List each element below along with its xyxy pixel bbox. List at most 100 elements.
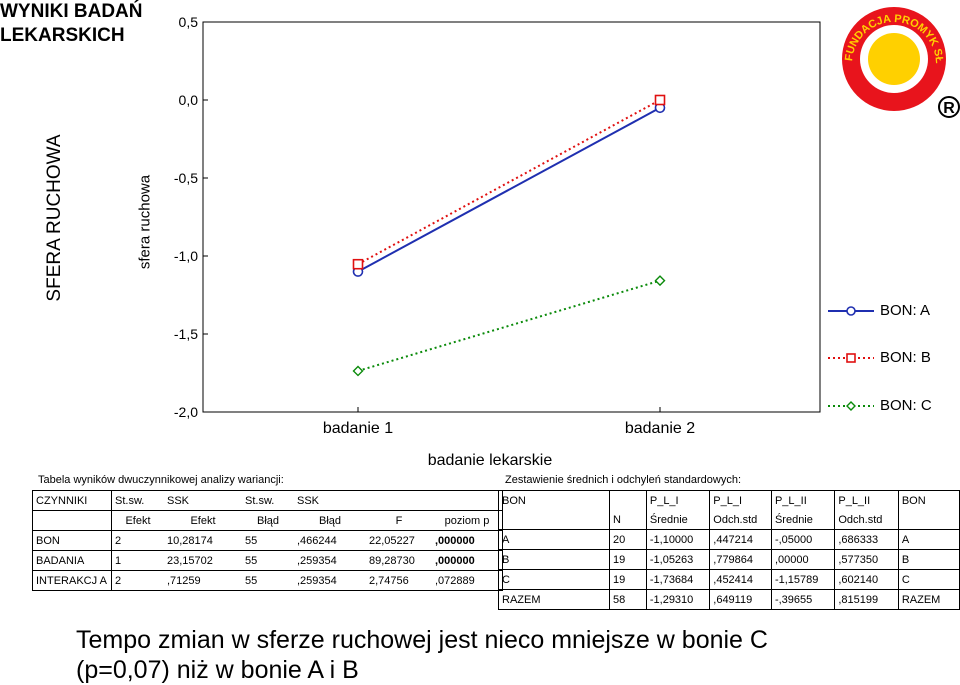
table-cell: -1,05263 [645, 549, 711, 570]
data-point-diamond [352, 365, 364, 377]
table-cell: 22,05227 [366, 530, 432, 551]
table-cell: INTERAKCJ A [32, 570, 112, 591]
series-line-1 [357, 106, 661, 273]
legend-label: BON: B [880, 349, 931, 366]
table-cell: 55 [242, 550, 294, 571]
table-cell: C [897, 569, 960, 590]
data-point-square [654, 94, 666, 106]
table-cell: Błąd [242, 510, 294, 531]
fundacja-logo: FUNDACJA PROMYK SŁOŃCA [834, 4, 946, 111]
table-cell: B [497, 549, 611, 570]
table-cell: ,686333 [834, 529, 899, 550]
table-cell: Efekt [111, 510, 164, 531]
table-cell: SSK [164, 490, 242, 511]
table-row: BON P_L_I P_L_I P_L_II P_L_II BON [497, 490, 960, 510]
table-cell: P_L_II [770, 490, 836, 510]
data-point-circle [846, 306, 856, 316]
table-cell [497, 510, 611, 530]
table-cell: BON [897, 490, 960, 510]
table-cell: ,000000 [432, 530, 503, 551]
table-cell: -1,10000 [645, 529, 711, 550]
table-cell: 1 [111, 550, 164, 571]
table-row: A 20 -1,10000,447214 -,05000,686333 A [497, 529, 960, 550]
y-tick-label: 0,0 [178, 92, 198, 108]
data-point-square [846, 353, 856, 363]
legend-symbols [828, 306, 874, 411]
table-cell: F [366, 510, 432, 531]
table-cell: ,779864 [709, 549, 772, 570]
table-cell: 89,28730 [366, 550, 432, 571]
anova-table: CZYNNIKI St.sw. SSK St.sw. SSK Efekt Efekt Błąd… [32, 490, 503, 591]
plot-area [202, 21, 821, 413]
conclusion-line-2: (p=0,07) niż w bonie A i B [76, 656, 359, 684]
table-cell: -1,73684 [645, 569, 711, 590]
table-cell: ,466244 [294, 530, 366, 551]
y-tick-label: -0,5 [173, 170, 198, 186]
table-row: CZYNNIKI St.sw. SSK St.sw. SSK [32, 490, 503, 511]
y-tick-label: -1,0 [173, 248, 198, 264]
table-cell: -1,29310 [645, 589, 711, 610]
table-row: N Średnie Odch.std Średnie Odch.std [497, 510, 960, 530]
x-tick-label: badanie 1 [322, 420, 394, 437]
table-cell: ,815199 [834, 589, 899, 610]
table-cell [32, 510, 112, 531]
table-cell: RAZEM [897, 589, 960, 610]
table-cell: Odch.std [834, 510, 899, 530]
table-cell: BON [497, 490, 611, 510]
table-cell: Błąd [294, 510, 366, 531]
conclusion-text: Tempo zmian w sferze ruchowej jest nieco… [76, 625, 876, 685]
data-point-diamond [846, 401, 856, 411]
series-line-2 [357, 99, 661, 266]
anova-caption: Tabela wyników dwuczynnikowej analizy wa… [38, 474, 284, 486]
table-cell: BADANIA [32, 550, 112, 571]
table-cell: 2 [111, 530, 164, 551]
table-cell: C [497, 569, 611, 590]
table-cell: 10,28174 [164, 530, 242, 551]
summary-table: BON P_L_I P_L_I P_L_II P_L_II BON N Średnie Odch… [497, 490, 960, 610]
table-cell: -,05000 [770, 529, 836, 550]
table-cell: Efekt [164, 510, 242, 531]
table-cell: RAZEM [497, 589, 611, 610]
table-cell: 2 [111, 570, 164, 591]
table-cell: 23,15702 [164, 550, 242, 571]
registered-mark-icon: R [938, 96, 960, 118]
x-axis-label: badanie lekarskie [427, 452, 553, 469]
table-cell: -,39655 [770, 589, 836, 610]
table-cell: ,649119 [709, 589, 772, 610]
table-cell: ,602140 [834, 569, 899, 590]
x-tick-label: badanie 2 [624, 420, 696, 437]
conclusion-line-1: Tempo zmian w sferze ruchowej jest nieco… [76, 626, 768, 654]
table-cell: 20 [609, 529, 647, 550]
page-title: WYNIKI BADAŃ LEKARSKICH [0, 1, 143, 46]
table-cell: N [609, 510, 647, 530]
table-cell: A [497, 529, 611, 550]
table-cell: 55 [242, 570, 294, 591]
table-cell: ,577350 [834, 549, 899, 570]
table-row: BON 2 10,28174 55,466244 22,05227,000000 [32, 530, 503, 551]
table-cell: St.sw. [111, 490, 164, 511]
table-cell: -1,15789 [770, 569, 836, 590]
table-cell: BON [32, 530, 112, 551]
data-point-diamond [654, 275, 666, 287]
table-cell: P_L_II [834, 490, 899, 510]
table-cell: P_L_I [709, 490, 772, 510]
table-row: RAZEM 58 -1,29310,649119 -,39655,815199 RAZE… [497, 589, 960, 610]
table-cell: Średnie [770, 510, 836, 530]
table-cell: ,452414 [709, 569, 772, 590]
table-cell: ,71259 [164, 570, 242, 591]
table-cell: SSK [294, 490, 366, 511]
table-cell: A [897, 529, 960, 550]
table-row: BADANIA 1 23,15702 55,259354 89,28730,000000 [32, 550, 503, 571]
table-cell [609, 490, 647, 510]
table-cell [897, 510, 960, 530]
table-cell: 58 [609, 589, 647, 610]
data-point-square [352, 258, 364, 270]
table-cell: CZYNNIKI [32, 490, 112, 511]
table-cell: Średnie [645, 510, 711, 530]
table-row: B 19 -1,05263,779864,00000,577350 B [497, 549, 960, 570]
table-cell: poziom p [432, 510, 503, 531]
table-cell: 19 [609, 569, 647, 590]
table-cell: ,447214 [709, 529, 772, 550]
table-row: C 19 -1,73684,452414 -1,15789,602140 C [497, 569, 960, 590]
